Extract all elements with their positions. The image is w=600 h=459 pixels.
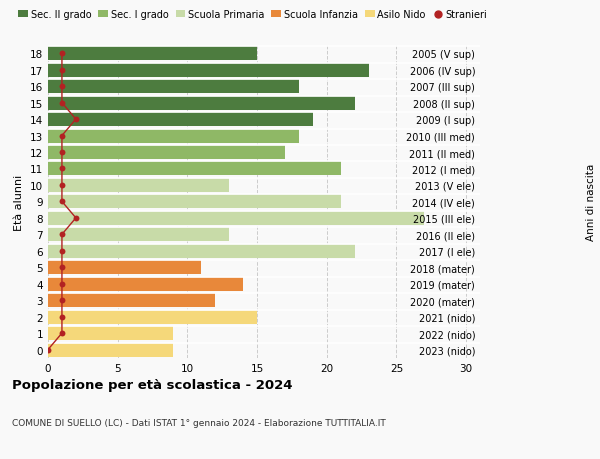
Point (57, 133, 67, 140)
Bar (48, 179, 229, 192)
Point (57, 264, 67, 271)
Point (57, 330, 67, 337)
Bar (48, 129, 299, 143)
Bar (48, 326, 173, 341)
Text: COMUNE DI SUELLO (LC) - Dati ISTAT 1° gennaio 2024 - Elaborazione TUTTITALIA.IT: COMUNE DI SUELLO (LC) - Dati ISTAT 1° ge… (12, 418, 386, 427)
Bar (48, 47, 257, 61)
Point (57, 313, 67, 321)
Point (57, 149, 67, 157)
Point (57, 231, 67, 239)
Bar (48, 195, 341, 209)
Bar (48, 113, 313, 127)
Bar (48, 261, 201, 274)
Point (71, 215, 80, 222)
Point (71, 116, 80, 123)
Bar (48, 277, 243, 291)
Point (57, 165, 67, 173)
Bar (48, 310, 257, 324)
Legend: Sec. II grado, Sec. I grado, Scuola Primaria, Scuola Infanzia, Asilo Nido, Stran: Sec. II grado, Sec. I grado, Scuola Prim… (19, 10, 487, 20)
Text: Popolazione per età scolastica - 2024: Popolazione per età scolastica - 2024 (12, 379, 293, 392)
Point (57, 280, 67, 288)
Point (57, 198, 67, 206)
Point (57, 247, 67, 255)
Point (43, 346, 53, 353)
Bar (48, 162, 341, 176)
Point (57, 100, 67, 107)
Bar (48, 244, 355, 258)
Bar (48, 80, 299, 94)
Bar (48, 228, 229, 242)
Text: Anni di nascita: Anni di nascita (586, 163, 596, 241)
Point (57, 50, 67, 58)
Bar (48, 294, 215, 308)
Y-axis label: Età alunni: Età alunni (14, 174, 25, 230)
Bar (48, 146, 285, 160)
Point (57, 67, 67, 74)
Bar (48, 63, 368, 78)
Point (57, 182, 67, 189)
Bar (48, 343, 173, 357)
Bar (48, 212, 424, 225)
Point (57, 297, 67, 304)
Bar (48, 96, 355, 110)
Point (57, 83, 67, 90)
